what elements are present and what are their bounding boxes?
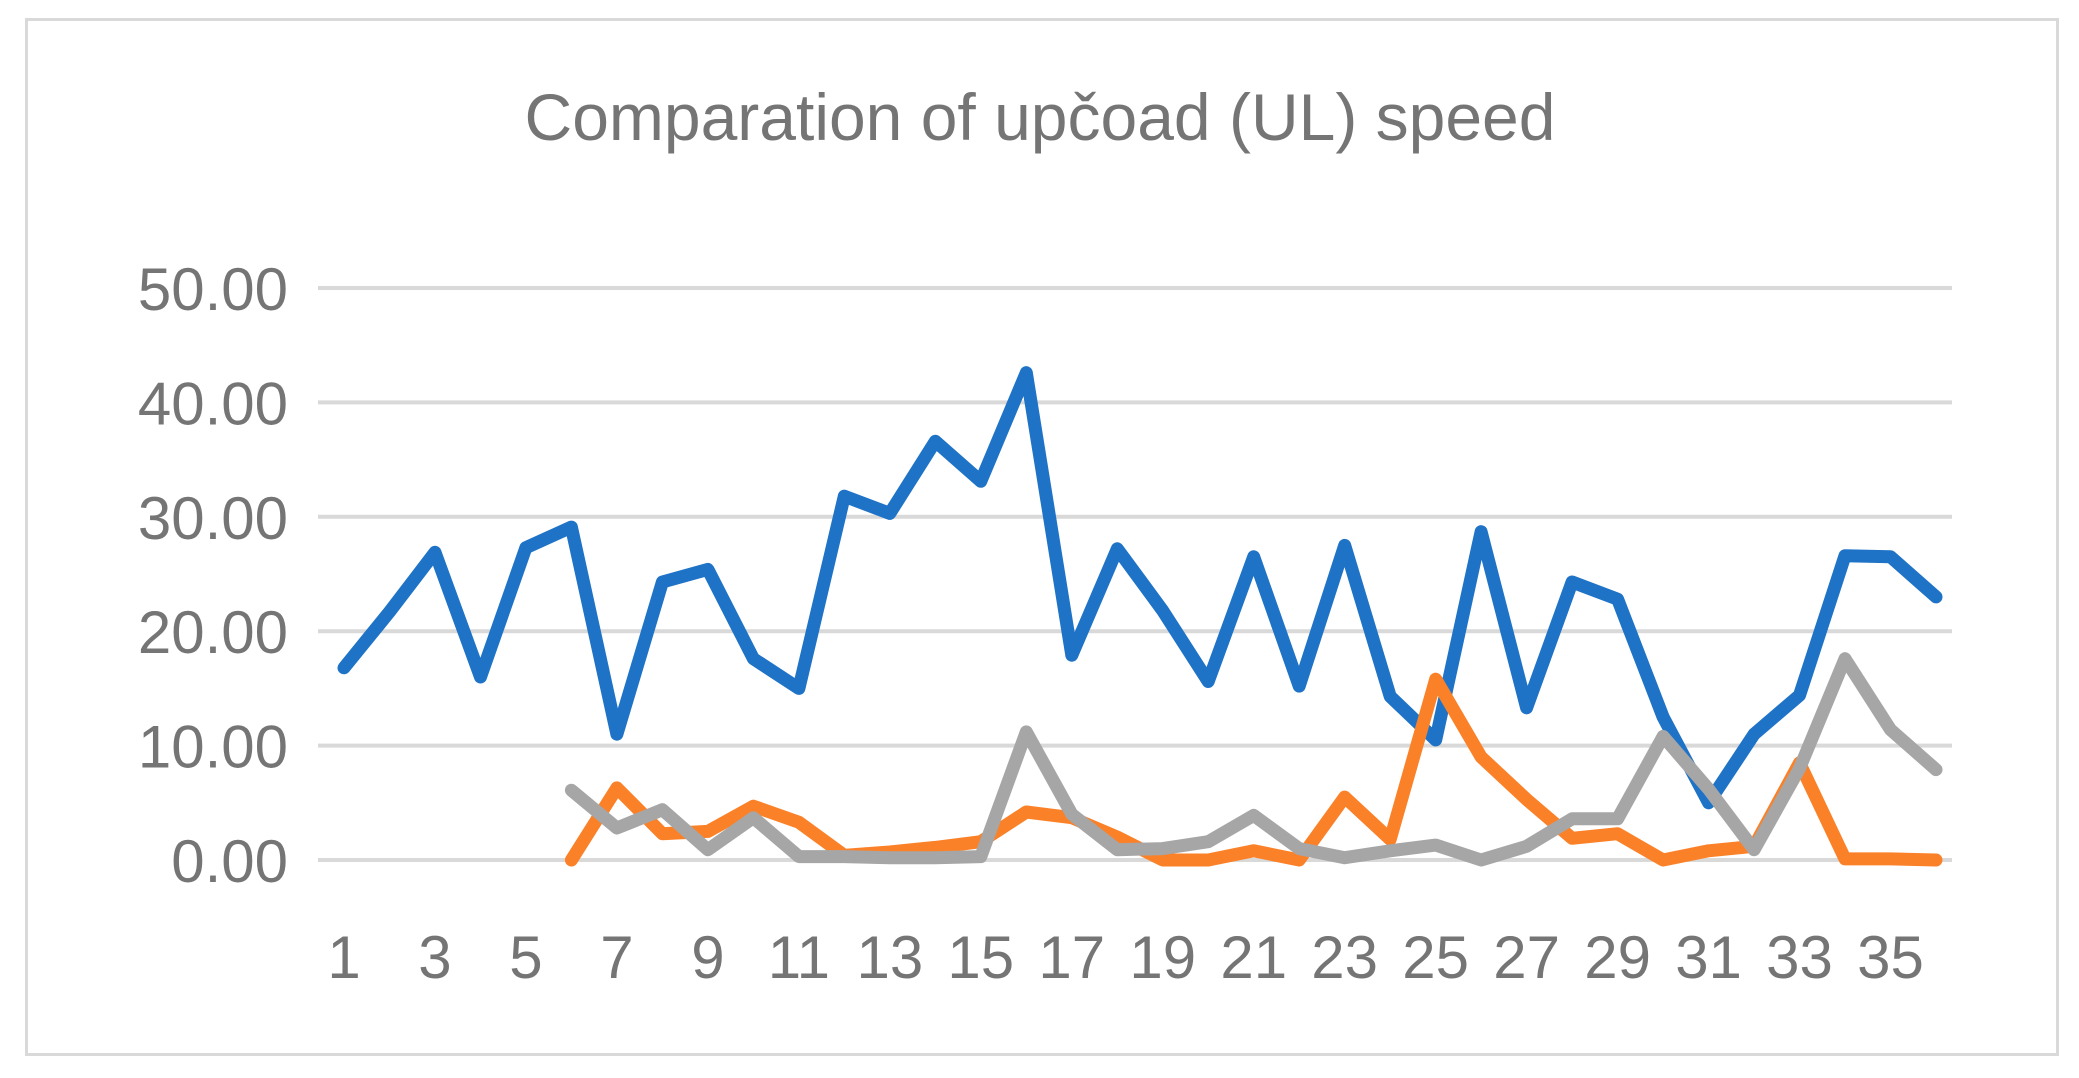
- series-line-3: [564, 652, 1943, 867]
- y-tick-label: 0.00: [171, 828, 288, 895]
- x-tick-label: 5: [509, 924, 542, 991]
- x-tick-label: 19: [1129, 924, 1196, 991]
- x-tick-label: 11: [768, 924, 830, 991]
- x-tick-label: 21: [1220, 924, 1287, 991]
- x-tick-label: 25: [1402, 924, 1469, 991]
- x-tick-label: 3: [418, 924, 451, 991]
- y-tick-label: 30.00: [138, 485, 288, 552]
- x-tick-label: 9: [691, 924, 724, 991]
- y-tick-label: 50.00: [138, 256, 288, 323]
- x-tick-label: 1: [327, 924, 360, 991]
- x-tick-label: 31: [1675, 924, 1742, 991]
- y-tick-label: 10.00: [138, 714, 288, 781]
- x-axis-tick-labels: 1 3 5 7 9 11 13 15 17 19 21 23 25 27 29 31 33 35: [327, 924, 1924, 991]
- series-line-1: [337, 366, 1943, 810]
- chart-title: Comparation of upčoad (UL) speed: [525, 80, 1556, 154]
- x-tick-label: 33: [1766, 924, 1833, 991]
- x-tick-label: 27: [1493, 924, 1560, 991]
- x-tick-label: 23: [1311, 924, 1378, 991]
- y-tick-label: 20.00: [138, 599, 288, 666]
- series-line-2: [564, 672, 1943, 867]
- x-tick-label: 29: [1584, 924, 1651, 991]
- data-series: [337, 366, 1943, 867]
- chart-frame: [25, 18, 2059, 1056]
- y-axis-tick-labels: 0.00 10.00 20.00 30.00 40.00 50.00: [138, 256, 288, 895]
- x-tick-label: 7: [600, 924, 633, 991]
- y-tick-label: 40.00: [138, 370, 288, 437]
- x-tick-label: 17: [1038, 924, 1105, 991]
- x-tick-label: 15: [947, 924, 1014, 991]
- x-tick-label: 35: [1857, 924, 1924, 991]
- x-tick-label: 13: [856, 924, 923, 991]
